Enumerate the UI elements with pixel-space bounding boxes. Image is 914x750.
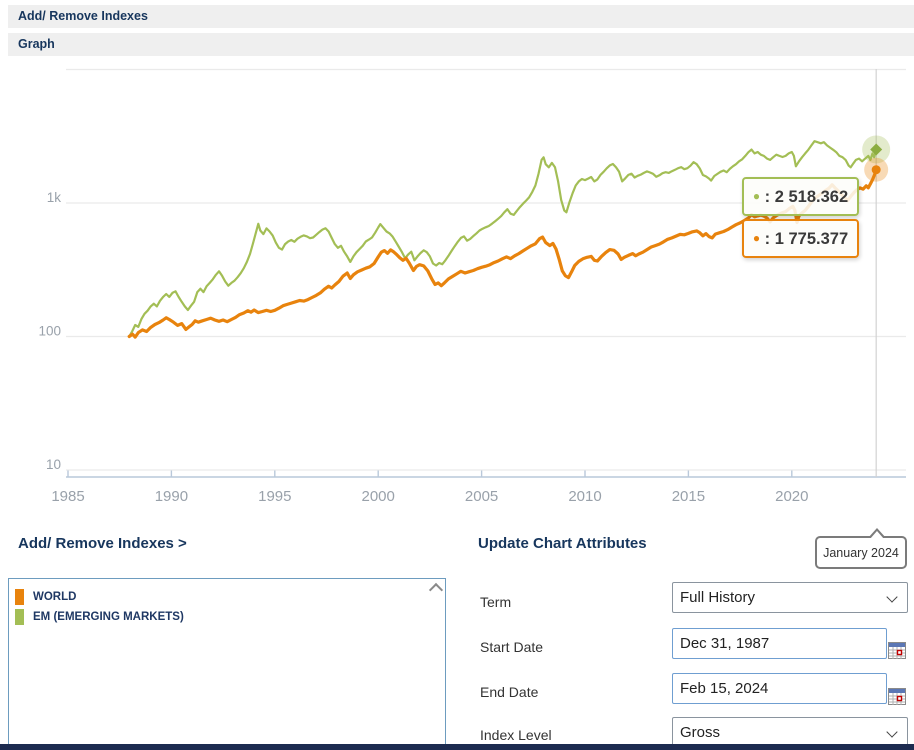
scrollbar-up-arrow-icon[interactable]	[428, 582, 444, 598]
x-axis-tick-label: 2015	[672, 488, 705, 505]
em-series-line	[128, 140, 878, 338]
add-remove-indexes-link[interactable]: Add/ Remove Indexes >	[18, 535, 187, 552]
update-chart-attributes-heading: Update Chart Attributes	[478, 535, 647, 552]
x-axis-tick-label: 2020	[775, 488, 808, 505]
x-axis-tick-label: 1995	[258, 488, 291, 505]
end-date-label: End Date	[480, 684, 539, 700]
end-date-input[interactable]: Feb 15, 2024	[672, 673, 887, 704]
chart-area: 1985 1990 1995 2000 2005 2010 2015 2020 10 100 1k …	[0, 57, 914, 569]
y-axis-tick-label: 1k	[47, 190, 62, 205]
section-header-graph[interactable]: Graph	[8, 33, 914, 56]
section-divider	[0, 744, 914, 750]
end-date-value: Feb 15, 2024	[680, 680, 769, 697]
list-item-label: WORLD	[33, 591, 77, 603]
x-axis-tick-label: 1990	[155, 488, 188, 505]
start-date-calendar-icon[interactable]	[888, 642, 906, 659]
em-value: 2 518.362	[774, 188, 849, 206]
list-item[interactable]: WORLD	[9, 587, 445, 607]
em-end-marker	[870, 143, 883, 156]
y-axis-tick-label: 10	[46, 457, 61, 472]
selected-indexes-listbox[interactable]: WORLD EM (EMERGING MARKETS)	[8, 578, 446, 750]
term-label: Term	[480, 594, 512, 610]
hover-date-tooltip: January 2024	[815, 528, 907, 569]
world-end-marker	[871, 165, 881, 175]
listbox-scrollbar[interactable]	[428, 579, 445, 749]
em-value-tooltip: ● : 2 518.362	[742, 177, 859, 216]
index-performance-chart[interactable]: 1985 1990 1995 2000 2005 2010 2015 2020 10 100 1k	[0, 57, 914, 520]
series-color-swatch	[15, 609, 24, 625]
world-value-tooltip: ● : 1 775.377	[742, 219, 859, 258]
chevron-down-icon	[886, 591, 898, 603]
x-axis-tick-label: 2005	[465, 488, 498, 505]
list-item-label: EM (EMERGING MARKETS)	[33, 611, 184, 623]
index-level-select-value: Gross	[680, 724, 721, 741]
y-axis-tick-label: 100	[38, 324, 61, 339]
term-select[interactable]: Full History	[672, 582, 908, 613]
em-series-bullet-icon: ●	[752, 189, 761, 203]
world-value: 1 775.377	[774, 230, 849, 248]
chevron-down-icon	[886, 726, 898, 738]
x-axis-tick-label: 1985	[51, 488, 84, 505]
start-date-value: Dec 31, 1987	[680, 635, 770, 652]
hover-date-text: January 2024	[823, 545, 899, 560]
start-date-label: Start Date	[480, 639, 544, 655]
index-list: WORLD EM (EMERGING MARKETS)	[9, 579, 445, 627]
x-axis-tick-label: 2000	[362, 488, 395, 505]
term-select-value: Full History	[680, 589, 756, 606]
world-series-bullet-icon: ●	[752, 231, 761, 245]
start-date-input[interactable]: Dec 31, 1987	[672, 628, 887, 659]
x-axis-tick-label: 2010	[568, 488, 601, 505]
series-color-swatch	[15, 589, 24, 605]
list-item[interactable]: EM (EMERGING MARKETS)	[9, 607, 445, 627]
index-level-select[interactable]: Gross	[672, 717, 908, 748]
section-header-add-remove-indexes[interactable]: Add/ Remove Indexes	[8, 5, 914, 28]
index-level-label: Index Level	[480, 727, 552, 743]
end-date-calendar-icon[interactable]	[888, 688, 906, 705]
